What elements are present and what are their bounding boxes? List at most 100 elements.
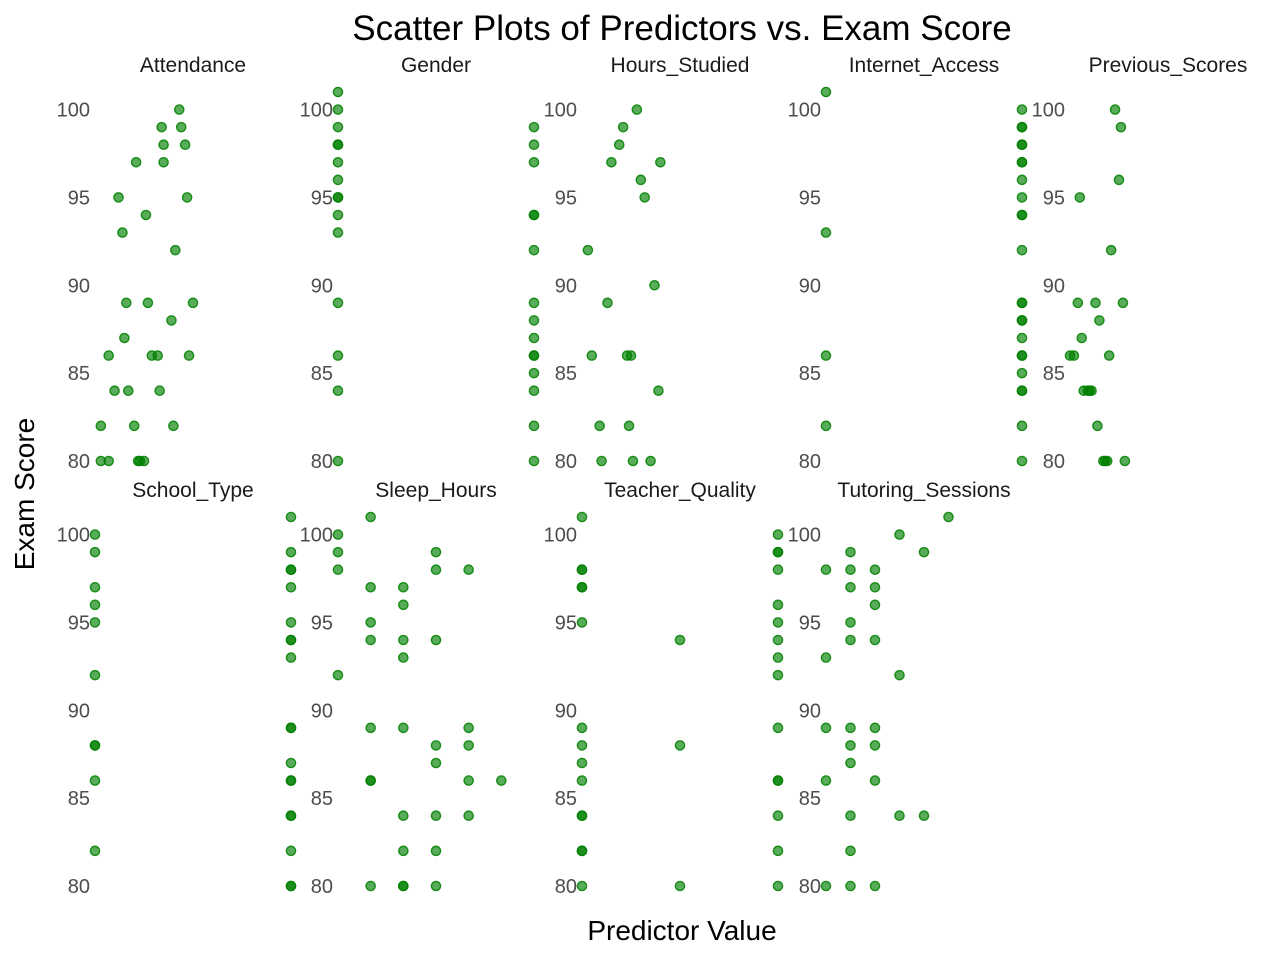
data-point	[640, 193, 649, 202]
data-point	[90, 583, 99, 592]
data-point	[821, 565, 830, 574]
data-point	[675, 881, 684, 890]
data-point	[773, 776, 782, 785]
data-point	[175, 105, 184, 114]
data-point	[577, 723, 586, 732]
data-point	[366, 776, 375, 785]
y-tick-label: 90	[799, 275, 821, 297]
data-point	[1105, 351, 1114, 360]
data-point	[399, 723, 408, 732]
data-point	[159, 158, 168, 167]
data-point	[366, 635, 375, 644]
data-point	[333, 228, 342, 237]
panel-title: Internet_Access	[849, 54, 1000, 77]
data-point	[114, 193, 123, 202]
data-point	[167, 316, 176, 325]
data-point	[177, 123, 186, 132]
data-point	[1087, 386, 1096, 395]
data-point	[333, 298, 342, 307]
data-point	[773, 881, 782, 890]
y-tick-label: 85	[555, 363, 577, 385]
data-point	[675, 741, 684, 750]
data-point	[529, 140, 538, 149]
data-point	[431, 881, 440, 890]
data-point	[821, 421, 830, 430]
data-point	[143, 298, 152, 307]
data-point	[431, 548, 440, 557]
chart-title: Scatter Plots of Predictors vs. Exam Sco…	[352, 9, 1011, 48]
data-point	[1091, 298, 1100, 307]
data-point	[773, 635, 782, 644]
data-point	[529, 333, 538, 342]
y-tick-label: 95	[311, 187, 333, 209]
data-point	[188, 298, 197, 307]
y-tick-label: 95	[68, 612, 90, 634]
data-point	[870, 881, 879, 890]
data-point	[118, 228, 127, 237]
y-tick-label: 85	[799, 788, 821, 810]
data-point	[821, 351, 830, 360]
panel-attendance: Attendance 80 85 90 95 100	[57, 54, 247, 473]
y-tick-label: 85	[68, 363, 90, 385]
data-point	[846, 846, 855, 855]
data-point	[110, 386, 119, 395]
data-point	[577, 776, 586, 785]
data-point	[157, 123, 166, 132]
data-point	[895, 811, 904, 820]
data-point	[529, 369, 538, 378]
data-point	[646, 456, 655, 465]
data-point	[529, 386, 538, 395]
data-point	[577, 565, 586, 574]
data-point	[607, 158, 616, 167]
data-point	[286, 653, 295, 662]
data-point	[139, 456, 148, 465]
y-axis-label: Exam Score	[9, 418, 40, 571]
data-point	[587, 351, 596, 360]
data-point	[431, 741, 440, 750]
data-point	[577, 512, 586, 521]
data-point	[919, 548, 928, 557]
data-point	[603, 298, 612, 307]
data-point	[431, 635, 440, 644]
data-point	[169, 421, 178, 430]
data-point	[1116, 123, 1125, 132]
data-point	[846, 811, 855, 820]
data-point	[333, 386, 342, 395]
panel-title: Sleep_Hours	[375, 479, 496, 502]
y-tick-label: 80	[799, 451, 821, 473]
data-point	[399, 811, 408, 820]
data-point	[333, 158, 342, 167]
data-point	[155, 386, 164, 395]
data-point	[529, 246, 538, 255]
data-point	[1017, 123, 1026, 132]
data-point	[577, 758, 586, 767]
data-point	[1093, 421, 1102, 430]
data-point	[286, 635, 295, 644]
y-tick-label: 100	[57, 525, 90, 547]
data-point	[632, 105, 641, 114]
y-tick-label: 100	[1032, 100, 1065, 122]
panel-school-type: School_Type 80 85 90 95 100	[57, 479, 296, 898]
data-point	[90, 846, 99, 855]
data-point	[104, 456, 113, 465]
y-tick-label: 95	[68, 187, 90, 209]
data-point	[153, 351, 162, 360]
data-point	[399, 583, 408, 592]
data-point	[181, 140, 190, 149]
data-point	[1075, 193, 1084, 202]
panel-hours-studied: Hours_Studied 80 85 90 95 100	[544, 54, 750, 473]
panel-gender: Gender 80 85 90 95 100	[300, 54, 539, 473]
panel-sleep-hours: Sleep_Hours 80 85 90 95 100	[300, 479, 506, 898]
panel-internet-access: Internet_Access 80 85 90 95 100	[788, 54, 1027, 473]
data-point	[577, 846, 586, 855]
data-point	[464, 723, 473, 732]
data-point	[821, 653, 830, 662]
y-tick-label: 85	[1043, 363, 1065, 385]
data-point	[1017, 158, 1026, 167]
data-point	[333, 530, 342, 539]
data-point	[399, 881, 408, 890]
y-tick-label: 80	[799, 876, 821, 898]
data-point	[577, 583, 586, 592]
data-point	[1017, 193, 1026, 202]
